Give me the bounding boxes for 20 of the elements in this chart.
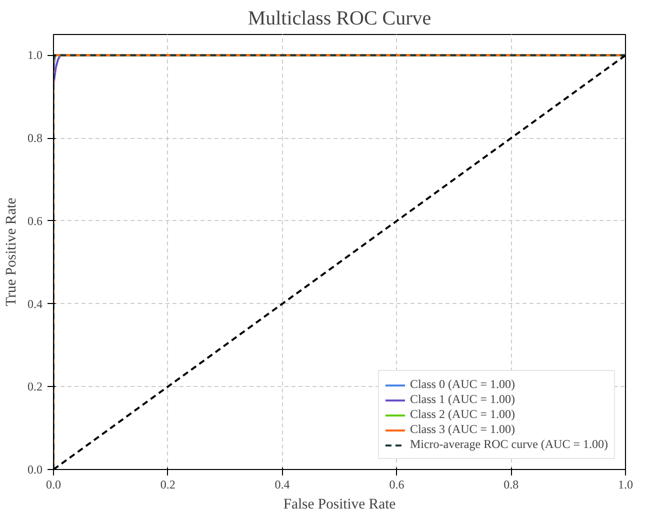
x-tick-label: 1.0 [618, 478, 633, 492]
x-tick-label: 0.4 [274, 478, 290, 492]
x-tick-label: 0.8 [504, 478, 519, 492]
y-tick-label: 0.8 [28, 131, 42, 146]
x-axis-title: False Positive Rate [283, 496, 396, 512]
y-tick-label: 0.6 [28, 214, 42, 228]
x-tick-label: 0.2 [160, 478, 176, 492]
x-tick-label: 0.6 [389, 478, 404, 492]
y-tick-label: 0.2 [28, 380, 42, 394]
legend-label: Class 0 (AUC = 1.00) [410, 377, 516, 392]
y-tick-label: 1.0 [28, 48, 42, 62]
legend-label: Micro-average ROC curve (AUC = 1.00) [410, 437, 608, 452]
legend-label: Class 1 (AUC = 1.00) [410, 392, 516, 407]
chart-title: Multiclass ROC Curve [248, 8, 432, 30]
legend-label: Class 3 (AUC = 1.00) [410, 422, 516, 437]
y-tick-label: 0.4 [28, 296, 42, 311]
x-tick-label: 0.0 [46, 478, 61, 492]
y-axis-title: True Positive Rate [4, 198, 20, 306]
legend-label: Class 2 (AUC = 1.00) [410, 407, 516, 422]
y-tick-label: 0.0 [28, 462, 42, 476]
